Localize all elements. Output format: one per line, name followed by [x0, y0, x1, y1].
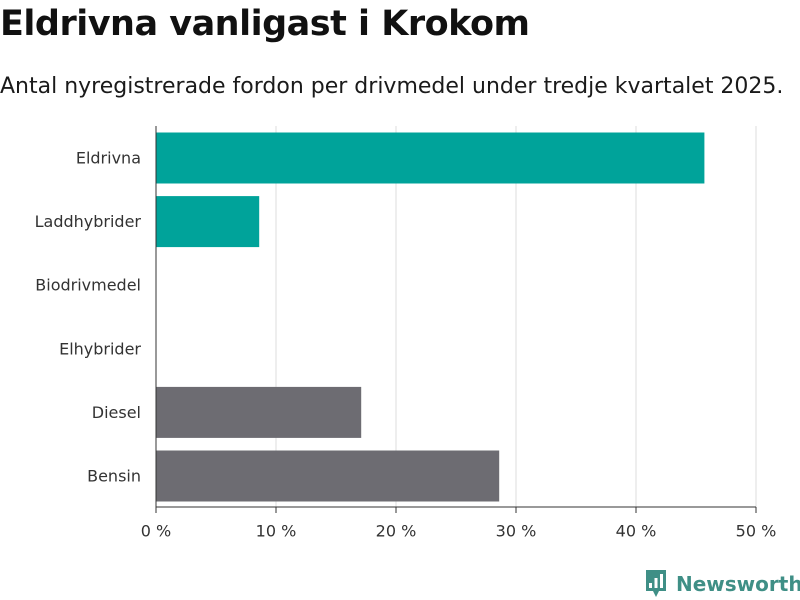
- category-label: Diesel: [92, 403, 141, 422]
- newsworthy-logo-icon: [646, 570, 666, 597]
- x-tick-label: 40 %: [616, 522, 657, 541]
- bar: [156, 132, 705, 184]
- brand-name: Newsworthy: [676, 572, 800, 596]
- category-label: Laddhybrider: [35, 212, 142, 231]
- category-label: Elhybrider: [59, 339, 141, 358]
- x-tick-label: 20 %: [376, 522, 417, 541]
- x-tick-label: 10 %: [256, 522, 297, 541]
- bar: [156, 450, 500, 502]
- category-label: Eldrivna: [76, 149, 141, 168]
- newsworthy-branding: Newsworthy: [644, 568, 800, 600]
- x-tick-label: 0 %: [141, 522, 171, 541]
- chart-title: Eldrivna vanligast i Krokom: [0, 4, 530, 44]
- category-label: Biodrivmedel: [35, 276, 141, 295]
- bar: [156, 196, 260, 248]
- category-label: Bensin: [87, 467, 141, 486]
- x-tick-label: 50 %: [736, 522, 777, 541]
- x-tick-label: 30 %: [496, 522, 537, 541]
- chart-subtitle: Antal nyregistrerade fordon per drivmede…: [0, 74, 784, 99]
- bar: [156, 386, 362, 438]
